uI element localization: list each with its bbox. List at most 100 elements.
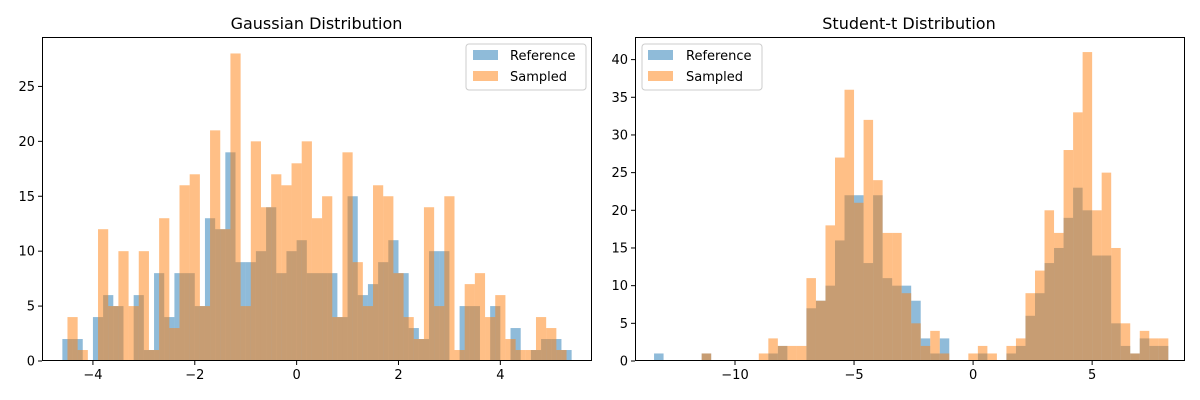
bar-sampled-18 [260, 207, 272, 361]
bar-sampled-21 [968, 353, 978, 361]
y-tick-label: 25 [611, 166, 628, 181]
x-axis: −10 −5 0 5 [721, 361, 1096, 383]
plot-frame [42, 37, 592, 361]
bar-sampled-2 [768, 338, 778, 361]
chart-title: Student-t Distribution [822, 14, 995, 33]
bar-sampled-29 [373, 185, 384, 361]
bar-sampled-11 [189, 174, 200, 361]
chart-gaussian: Gaussian Distribution −4 −2 0 2 4 0 5 10 15 20 25… [18, 14, 592, 383]
bar-sampled-35 [1111, 247, 1121, 361]
bar-sampled-23 [311, 218, 323, 361]
histogram-bars [62, 53, 572, 361]
bar-sampled-30 [1063, 150, 1074, 361]
y-tick-label: 15 [18, 190, 35, 205]
bar-sampled-6 [138, 251, 149, 361]
bar-sampled-24 [322, 196, 333, 361]
bar-sampled-41 [495, 295, 506, 361]
bar-sampled-39 [1149, 338, 1159, 361]
bar-sampled-3 [108, 306, 119, 361]
bar-sampled-15 [892, 232, 902, 361]
chart-title: Gaussian Distribution [231, 14, 403, 33]
bar-sampled-7 [815, 300, 826, 361]
bar-sampled-29 [1054, 232, 1064, 361]
bar-sampled-25 [332, 317, 343, 361]
bar-sampled-12 [199, 306, 211, 361]
bar-sampled-46 [546, 328, 557, 361]
bar-sampled-1 [758, 353, 769, 361]
bar-sampled-25 [1015, 338, 1026, 361]
bar-sampled-20 [939, 353, 950, 361]
bar-sampled-35 [434, 306, 445, 361]
bar-reference-18 [939, 338, 950, 361]
bar-reference-1 [72, 339, 83, 361]
bar-sampled-32 [403, 317, 414, 361]
legend-swatch-sampled [473, 71, 498, 81]
bar-sampled-39 [474, 273, 486, 361]
bar-sampled-36 [444, 196, 455, 361]
legend: Reference Sampled [641, 43, 763, 91]
x-axis: −4 −2 0 2 4 [83, 361, 504, 383]
y-tick-label: 20 [18, 135, 35, 150]
bar-sampled-17 [911, 323, 921, 361]
bar-sampled-1 [77, 350, 88, 361]
bar-sampled-12 [863, 119, 874, 361]
x-tick-label: 0 [292, 368, 300, 383]
bar-sampled-10 [179, 185, 190, 361]
bar-sampled-33 [1092, 210, 1102, 361]
bar-sampled-42 [505, 339, 516, 361]
x-tick-label: −2 [185, 368, 204, 383]
bar-sampled-21 [291, 163, 302, 361]
bar-sampled-36 [1120, 323, 1131, 361]
bar-sampled-9 [169, 328, 180, 361]
bar-sampled-47 [556, 350, 567, 361]
bar-sampled-17 [250, 141, 261, 361]
x-tick-label: −5 [844, 368, 863, 383]
legend-swatch-sampled [648, 71, 673, 81]
bar-sampled-22 [301, 141, 312, 361]
bar-sampled-38 [464, 284, 475, 361]
y-tick-label: 40 [611, 53, 628, 68]
bar-sampled-19 [271, 174, 282, 361]
bar-sampled-2 [98, 229, 109, 361]
bar-sampled-30 [383, 196, 394, 361]
bar-sampled-16 [901, 293, 912, 361]
bar-sampled-32 [1082, 52, 1093, 361]
bar-sampled-16 [240, 306, 251, 361]
x-tick-label: 4 [496, 368, 504, 383]
bar-sampled-7 [148, 350, 160, 361]
y-tick-label: 5 [620, 317, 628, 332]
y-tick-label: 30 [611, 128, 628, 143]
bar-sampled-8 [825, 225, 835, 361]
y-tick-label: 5 [27, 300, 35, 315]
bar-sampled-23 [987, 353, 997, 361]
bar-sampled-31 [1073, 112, 1083, 361]
y-axis: 0 5 10 15 20 25 30 35 40 [611, 53, 635, 370]
bar-sampled-4 [787, 345, 797, 361]
legend-label-sampled: Sampled [510, 70, 567, 85]
bar-sampled-18 [920, 345, 931, 361]
x-tick-label: 0 [969, 368, 977, 383]
bar-sampled-19 [930, 330, 940, 361]
bar-sampled-28 [362, 306, 374, 361]
legend-swatch-reference [648, 50, 673, 60]
y-tick-label: 20 [611, 204, 628, 219]
bar-sampled-9 [835, 157, 845, 361]
bar-sampled-11 [854, 202, 864, 361]
bar-sampled-44 [525, 350, 536, 361]
bar-sampled-40 [1158, 338, 1169, 361]
chart-student-t: Student-t Distribution −10 −5 0 5 0 5 10 15 20 2… [611, 14, 1185, 383]
x-tick-label: 5 [1088, 368, 1096, 383]
x-tick-label: −10 [721, 368, 748, 383]
bar-sampled-3 [777, 345, 788, 361]
bar-sampled-33 [413, 339, 424, 361]
histogram-bars [654, 52, 1169, 362]
bar-sampled-38 [1139, 330, 1150, 361]
bar-sampled-20 [281, 185, 292, 361]
bar-sampled-31 [393, 273, 404, 361]
bar-sampled-14 [882, 232, 893, 361]
bar-sampled-10 [844, 89, 855, 362]
bar-sampled-45 [535, 317, 547, 361]
bar-sampled-37 [1130, 353, 1140, 361]
y-tick-label: 10 [18, 245, 35, 260]
